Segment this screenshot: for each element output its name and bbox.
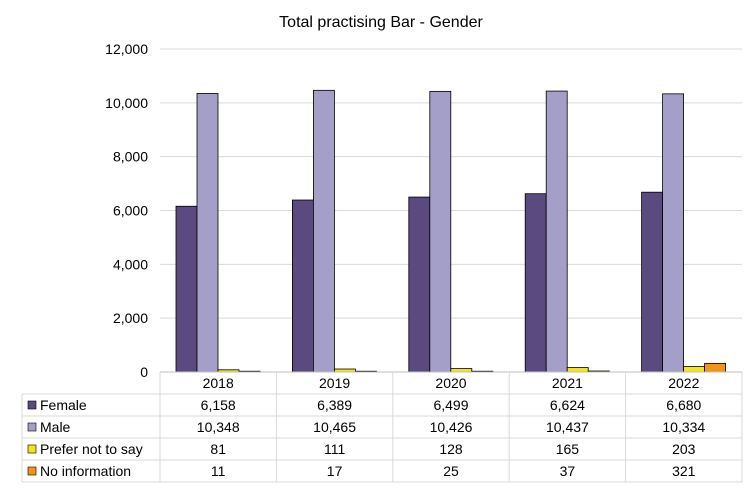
bar-prefer-not-to-say — [566, 367, 589, 373]
data-label: 6,624 — [550, 397, 585, 413]
data-label: 6,499 — [433, 397, 468, 413]
y-tick-label: 10,000 — [105, 95, 148, 111]
bars — [175, 89, 726, 373]
data-label: 25 — [443, 463, 459, 479]
chart-title: Total practising Bar - Gender — [279, 14, 483, 31]
bar-male — [545, 90, 568, 373]
y-tick-label: 6,000 — [113, 203, 148, 219]
data-label: 165 — [556, 441, 580, 457]
data-label: 81 — [210, 441, 226, 457]
bar-female — [641, 191, 663, 373]
data-label: 10,437 — [546, 419, 589, 435]
data-table: 2018 2019 2020 2021 2022 Female 6,158 6,389 6,49… — [21, 371, 743, 483]
x-tick-label: 2019 — [319, 375, 350, 391]
data-label: 203 — [672, 441, 696, 457]
data-label: 6,680 — [666, 397, 701, 413]
legend-label: Prefer not to say — [40, 441, 143, 457]
legend-swatch — [27, 422, 37, 432]
bar-female — [291, 199, 314, 373]
legend-label: No information — [40, 463, 131, 479]
legend-label: Male — [40, 419, 71, 435]
data-label: 6,158 — [201, 397, 236, 413]
data-label: 11 — [211, 463, 226, 479]
bar-male — [196, 93, 219, 373]
bar-prefer-not-to-say — [450, 368, 473, 373]
bar-male — [662, 93, 684, 373]
y-tick-label: 4,000 — [113, 256, 148, 272]
bar-male — [429, 90, 452, 373]
bar-female — [524, 193, 547, 373]
data-label: 128 — [439, 441, 463, 457]
legend-swatch — [27, 444, 37, 454]
y-axis: 0 2,000 4,000 6,000 8,000 10,000 12,000 — [105, 41, 148, 380]
legend-swatch — [27, 466, 37, 476]
y-tick-label: 2,000 — [113, 310, 148, 326]
data-label: 37 — [560, 463, 576, 479]
data-label: 111 — [324, 441, 345, 457]
bar-male — [312, 89, 335, 373]
x-tick-label: 2021 — [552, 375, 583, 391]
bar-female — [175, 205, 198, 373]
data-label: 6,389 — [317, 397, 352, 413]
legend-swatch — [27, 400, 37, 410]
legend-label: Female — [40, 397, 87, 413]
data-label: 321 — [672, 463, 696, 479]
y-tick-label: 8,000 — [113, 149, 148, 165]
bar-female — [408, 196, 431, 373]
x-tick-label: 2020 — [435, 375, 466, 391]
bar-prefer-not-to-say — [683, 366, 705, 373]
data-label: 10,348 — [197, 419, 240, 435]
bar-no-information — [704, 362, 726, 373]
y-tick-label: 0 — [140, 364, 148, 380]
x-tick-label: 2022 — [668, 375, 699, 391]
data-label: 10,465 — [313, 419, 356, 435]
data-label: 17 — [327, 463, 343, 479]
y-tick-label: 12,000 — [105, 41, 148, 57]
x-tick-label: 2018 — [203, 375, 234, 391]
data-label: 10,334 — [662, 419, 705, 435]
data-label: 10,426 — [430, 419, 473, 435]
